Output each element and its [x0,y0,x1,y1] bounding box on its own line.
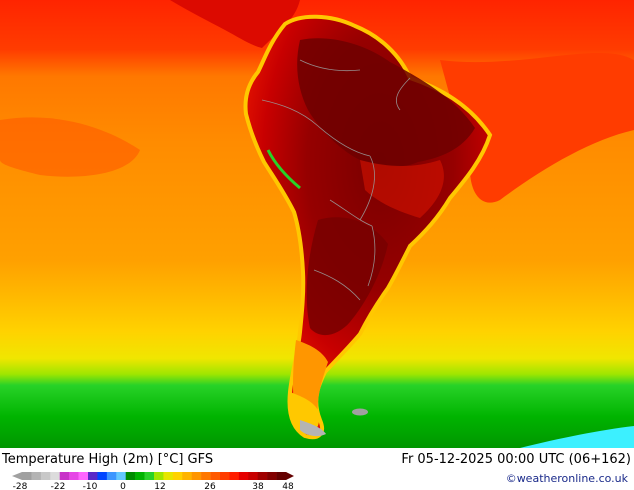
patagonia-south [290,392,320,434]
falkland-islands [352,408,368,416]
legend-swatch [50,472,61,480]
credit-link[interactable]: ©weatheronline.co.uk [505,472,628,485]
legend-swatch [22,472,32,480]
legend-swatch [248,472,259,480]
temperature-map [0,0,634,448]
legend-swatch [201,472,211,480]
country-borders [261,59,411,301]
legend-swatch [125,472,136,480]
legend-tick-label: 12 [154,482,165,490]
legend-swatch [172,472,183,480]
legend-swatch [40,472,51,480]
legend-tick-label: 26 [204,482,216,490]
legend-swatch [163,472,174,480]
legend-tick-label: -22 [51,482,66,490]
legend-swatch [135,472,145,480]
footer-bar: Temperature High (2m) [°C] GFS Fr 05-12-… [0,448,634,490]
legend-swatch [229,472,240,480]
legend-swatch [88,472,98,480]
legend-arrow-right [286,472,294,480]
andes-cool-strip [266,149,301,190]
legend-swatch [144,472,155,480]
legend-tick-label: -28 [13,482,28,490]
legend-swatch [220,472,230,480]
map-title: Temperature High (2m) [°C] GFS [2,452,214,467]
legend-swatch [210,472,221,480]
antarctic-cold-zone [520,426,634,448]
legend-swatch [276,472,287,480]
legend-swatch [238,472,249,480]
atlantic-warm-zone [440,52,634,203]
legend-swatch [31,472,42,480]
legend-swatch [154,472,164,480]
color-legend: -28 -22 -10 0 12 26 38 48 [12,472,294,490]
legend-swatch [116,472,127,480]
legend-tick-label: 48 [282,482,294,490]
legend-tick-label: -10 [83,482,98,490]
legend-swatch [191,472,202,480]
legend-swatch [59,472,70,480]
legend-swatch [78,472,89,480]
legend-tick-label: 38 [252,482,264,490]
forecast-datetime: Fr 05-12-2025 00:00 UTC (06+162) [401,452,631,467]
legend-arrow-left [12,472,22,480]
brazil-central-warm [360,160,444,218]
tierra-del-fuego [300,420,326,437]
legend-swatch [97,472,108,480]
legend-swatch [69,472,79,480]
legend-swatch [182,472,193,480]
legend-swatch [267,472,277,480]
pacific-warm-patch [0,117,140,177]
legend-swatch [257,472,268,480]
legend-swatch [106,472,117,480]
legend-tick-label: 0 [120,482,126,490]
central-america [170,0,300,48]
chaco-hot-zone [306,217,388,336]
